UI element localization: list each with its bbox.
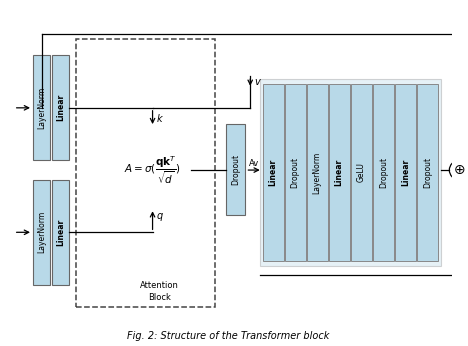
Bar xyxy=(285,84,306,261)
Bar xyxy=(417,84,438,261)
Text: Linear: Linear xyxy=(401,159,410,186)
Bar xyxy=(307,84,328,261)
Bar xyxy=(33,55,50,161)
Text: $\oplus$: $\oplus$ xyxy=(453,163,465,177)
Text: Av: Av xyxy=(249,159,259,168)
Bar xyxy=(263,84,284,261)
Text: Linear: Linear xyxy=(56,94,65,121)
Text: GeLU: GeLU xyxy=(357,163,366,182)
Bar xyxy=(329,84,350,261)
Text: Dropout: Dropout xyxy=(379,157,388,188)
Bar xyxy=(395,84,416,261)
Text: v: v xyxy=(254,77,260,87)
Bar xyxy=(52,180,69,285)
Bar xyxy=(227,124,245,215)
Text: Linear: Linear xyxy=(56,219,65,246)
Text: Dropout: Dropout xyxy=(291,157,300,188)
Bar xyxy=(260,79,441,266)
Text: Dropout: Dropout xyxy=(423,157,432,188)
Bar xyxy=(373,84,394,261)
Bar xyxy=(33,180,50,285)
Text: $A = \sigma(\dfrac{\mathbf{q}\mathbf{k}^T}{\sqrt{d}})$: $A = \sigma(\dfrac{\mathbf{q}\mathbf{k}^… xyxy=(124,154,181,186)
Bar xyxy=(52,55,69,161)
Text: Attention: Attention xyxy=(140,281,179,290)
Text: LayerNorm: LayerNorm xyxy=(37,211,46,253)
Text: Fig. 2: Structure of the Transformer block: Fig. 2: Structure of the Transformer blo… xyxy=(127,331,329,341)
Text: q: q xyxy=(156,211,163,221)
Text: LayerNorm: LayerNorm xyxy=(313,151,322,193)
Text: k: k xyxy=(156,114,162,124)
Text: LayerNorm: LayerNorm xyxy=(37,87,46,129)
Bar xyxy=(76,39,215,307)
Text: Linear: Linear xyxy=(269,159,278,186)
Text: Dropout: Dropout xyxy=(231,154,241,185)
Text: Linear: Linear xyxy=(335,159,344,186)
Text: Block: Block xyxy=(148,293,171,302)
Bar xyxy=(351,84,372,261)
